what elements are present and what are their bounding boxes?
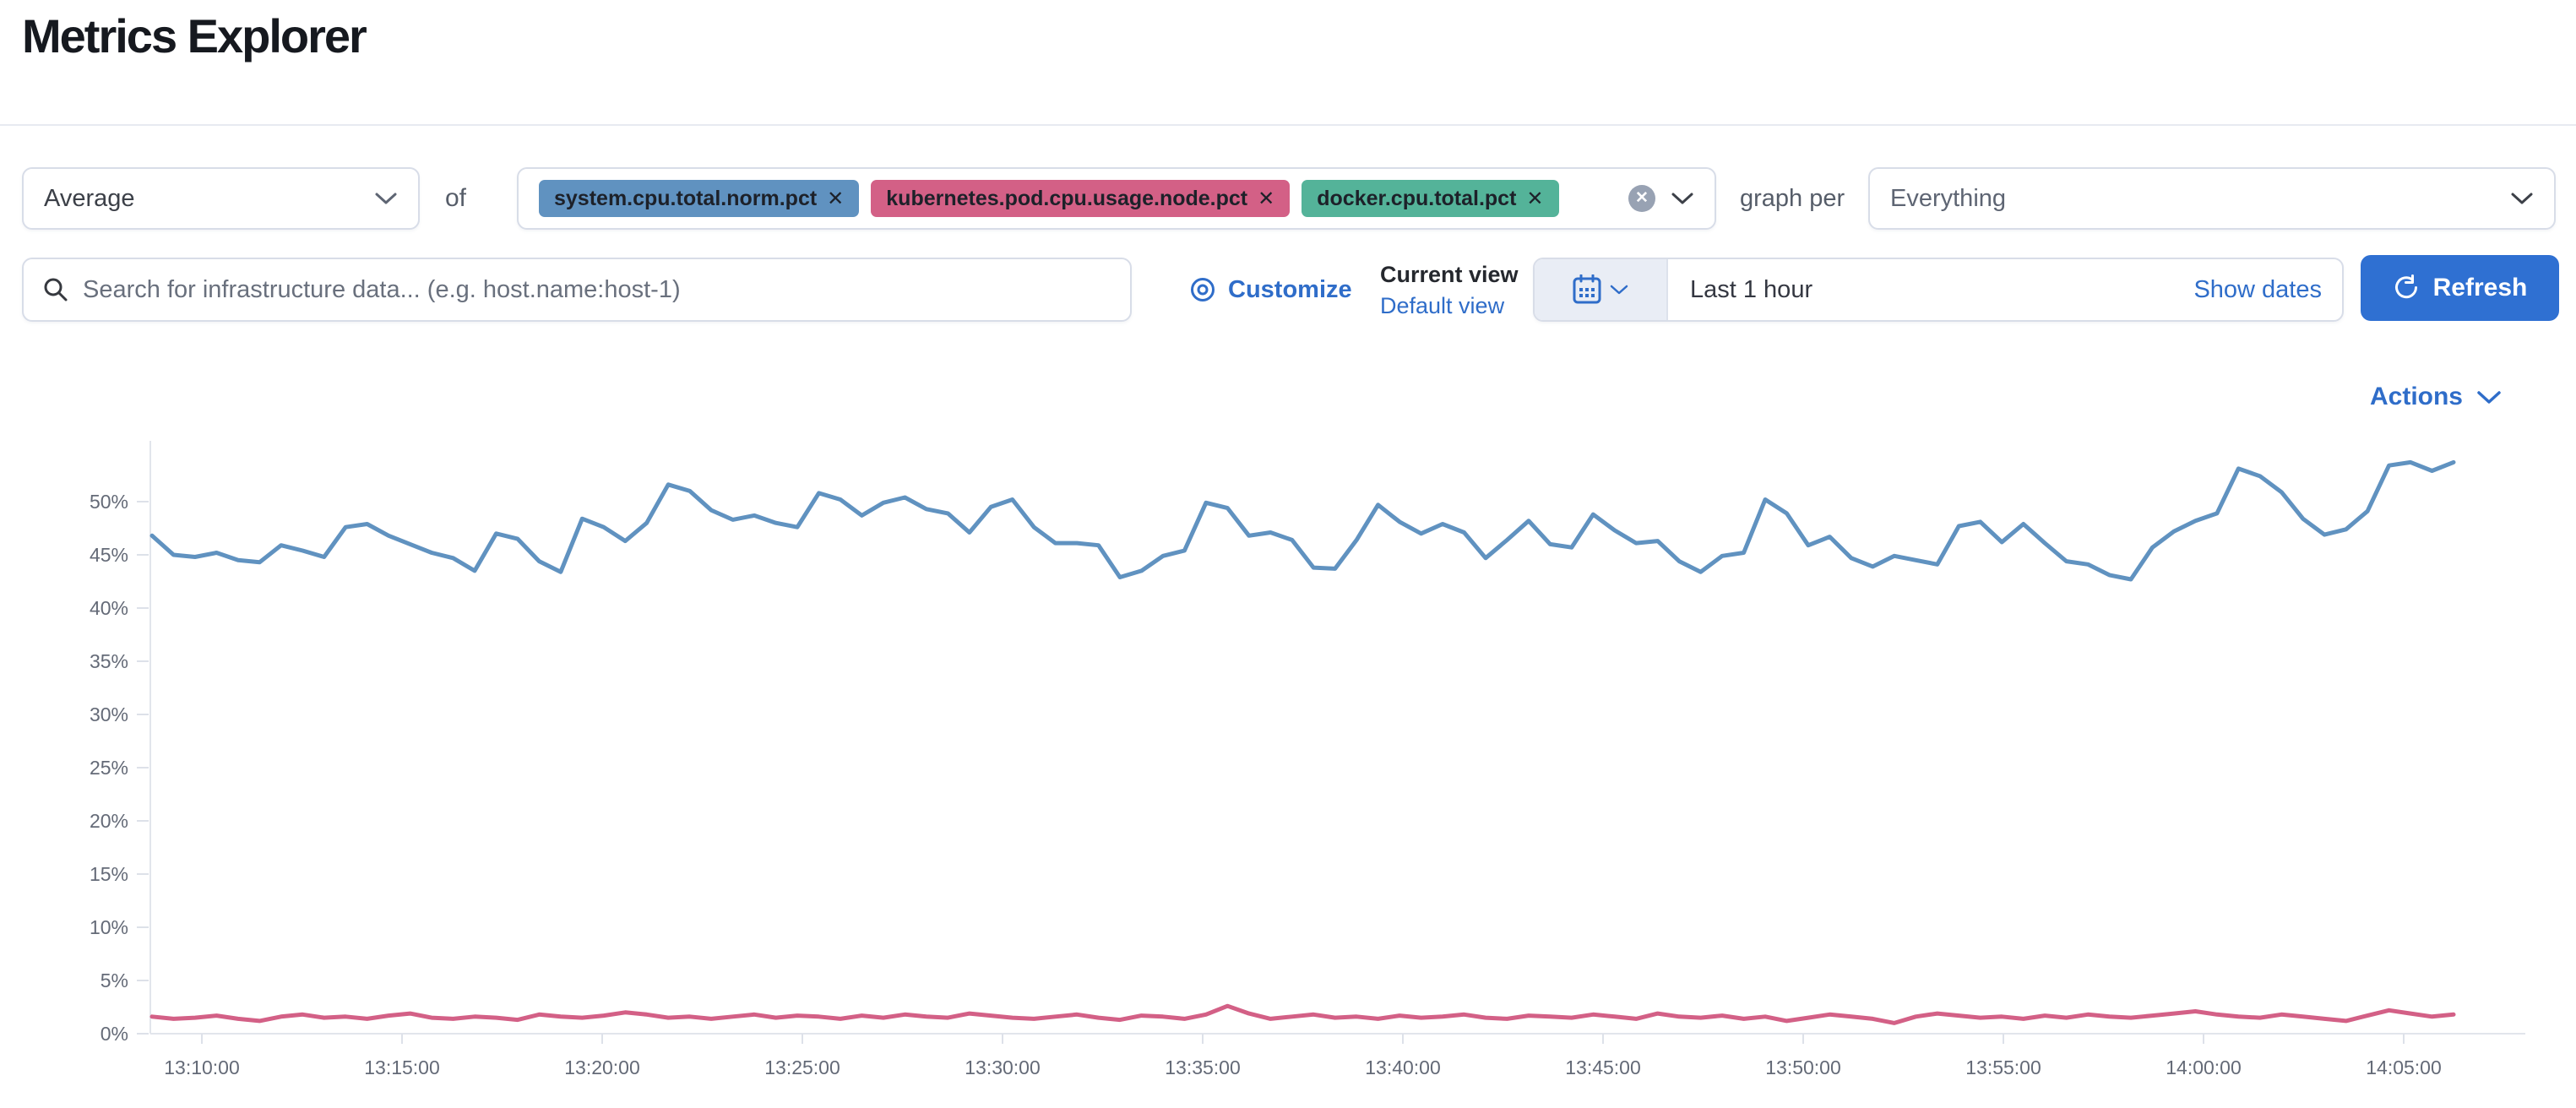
date-quick-menu-button[interactable] bbox=[1535, 259, 1668, 320]
svg-text:13:35:00: 13:35:00 bbox=[1165, 1056, 1241, 1078]
svg-text:13:15:00: 13:15:00 bbox=[364, 1056, 440, 1078]
svg-text:30%: 30% bbox=[90, 703, 128, 725]
chevron-down-icon bbox=[2511, 193, 2533, 204]
svg-text:20%: 20% bbox=[90, 810, 128, 832]
customize-button[interactable]: Customize bbox=[1189, 258, 1352, 322]
metric-badge-label: system.cpu.total.norm.pct bbox=[554, 186, 818, 210]
metrics-chart: 0% 5% 10% 15% 20% 25% 30% 35% 40% 45% 50% 13:10:00 1… bbox=[0, 422, 2576, 1108]
svg-text:14:00:00: 14:00:00 bbox=[2166, 1056, 2242, 1078]
remove-metric-icon[interactable]: ✕ bbox=[1526, 187, 1544, 210]
search-icon bbox=[44, 278, 68, 301]
svg-text:13:45:00: 13:45:00 bbox=[1565, 1056, 1641, 1078]
remove-metric-icon[interactable]: ✕ bbox=[1258, 187, 1275, 210]
header-divider bbox=[0, 124, 2576, 126]
search-box[interactable] bbox=[22, 258, 1132, 322]
group-by-select[interactable]: Everything bbox=[1868, 167, 2556, 230]
default-view-link[interactable]: Default view bbox=[1380, 293, 1505, 318]
svg-text:50%: 50% bbox=[90, 491, 128, 513]
clear-metrics-button[interactable]: ✕ bbox=[1628, 185, 1655, 212]
customize-label: Customize bbox=[1228, 275, 1352, 303]
date-picker[interactable]: Last 1 hour Show dates bbox=[1533, 258, 2344, 322]
svg-text:35%: 35% bbox=[90, 650, 128, 672]
refresh-label: Refresh bbox=[2432, 274, 2528, 301]
metric-badge-label: kubernetes.pod.cpu.usage.node.pct bbox=[886, 186, 1248, 210]
svg-text:45%: 45% bbox=[90, 544, 128, 566]
svg-text:13:30:00: 13:30:00 bbox=[965, 1056, 1041, 1078]
svg-text:10%: 10% bbox=[90, 916, 128, 938]
chevron-down-icon bbox=[375, 193, 397, 204]
current-view-label: Current view bbox=[1380, 262, 1519, 287]
svg-text:13:50:00: 13:50:00 bbox=[1765, 1056, 1841, 1078]
graph-per-label: graph per bbox=[1740, 184, 1845, 212]
actions-label: Actions bbox=[2369, 383, 2463, 410]
svg-text:14:05:00: 14:05:00 bbox=[2366, 1056, 2442, 1078]
svg-text:13:25:00: 13:25:00 bbox=[764, 1056, 840, 1078]
page-title: Metrics Explorer bbox=[22, 9, 367, 62]
chevron-down-icon bbox=[1610, 285, 1628, 295]
svg-text:13:40:00: 13:40:00 bbox=[1365, 1056, 1441, 1078]
svg-text:13:10:00: 13:10:00 bbox=[164, 1056, 240, 1078]
view-block: Current view Default view bbox=[1380, 259, 1519, 322]
time-range-value[interactable]: Last 1 hour bbox=[1690, 275, 1813, 303]
metrics-combobox[interactable]: system.cpu.total.norm.pct ✕ kubernetes.p… bbox=[517, 167, 1716, 230]
chevron-down-icon bbox=[2477, 390, 2501, 404]
search-input[interactable] bbox=[83, 275, 1111, 304]
svg-text:0%: 0% bbox=[101, 1023, 128, 1045]
svg-text:13:55:00: 13:55:00 bbox=[1965, 1056, 2041, 1078]
svg-text:13:20:00: 13:20:00 bbox=[564, 1056, 640, 1078]
customize-eye-icon bbox=[1191, 278, 1215, 301]
metric-badge[interactable]: docker.cpu.total.pct ✕ bbox=[1302, 180, 1559, 217]
remove-metric-icon[interactable]: ✕ bbox=[827, 187, 845, 210]
svg-text:15%: 15% bbox=[90, 863, 128, 885]
show-dates-button[interactable]: Show dates bbox=[2193, 275, 2322, 303]
aggregation-value: Average bbox=[44, 184, 135, 212]
refresh-button[interactable]: Refresh bbox=[2361, 255, 2559, 321]
metric-badge[interactable]: system.cpu.total.norm.pct ✕ bbox=[539, 180, 860, 217]
svg-text:40%: 40% bbox=[90, 597, 128, 619]
of-label: of bbox=[445, 184, 467, 212]
metric-badge[interactable]: kubernetes.pod.cpu.usage.node.pct ✕ bbox=[871, 180, 1291, 217]
svg-text:5%: 5% bbox=[101, 970, 128, 991]
chevron-down-icon[interactable] bbox=[1671, 191, 1694, 206]
aggregation-select[interactable]: Average bbox=[22, 167, 420, 230]
svg-text:25%: 25% bbox=[90, 757, 128, 779]
actions-menu-button[interactable]: Actions bbox=[2370, 378, 2502, 416]
calendar-icon bbox=[1573, 274, 1601, 304]
group-by-value: Everything bbox=[1890, 184, 2007, 212]
metric-badge-label: docker.cpu.total.pct bbox=[1317, 186, 1517, 210]
refresh-icon bbox=[2394, 274, 2417, 299]
